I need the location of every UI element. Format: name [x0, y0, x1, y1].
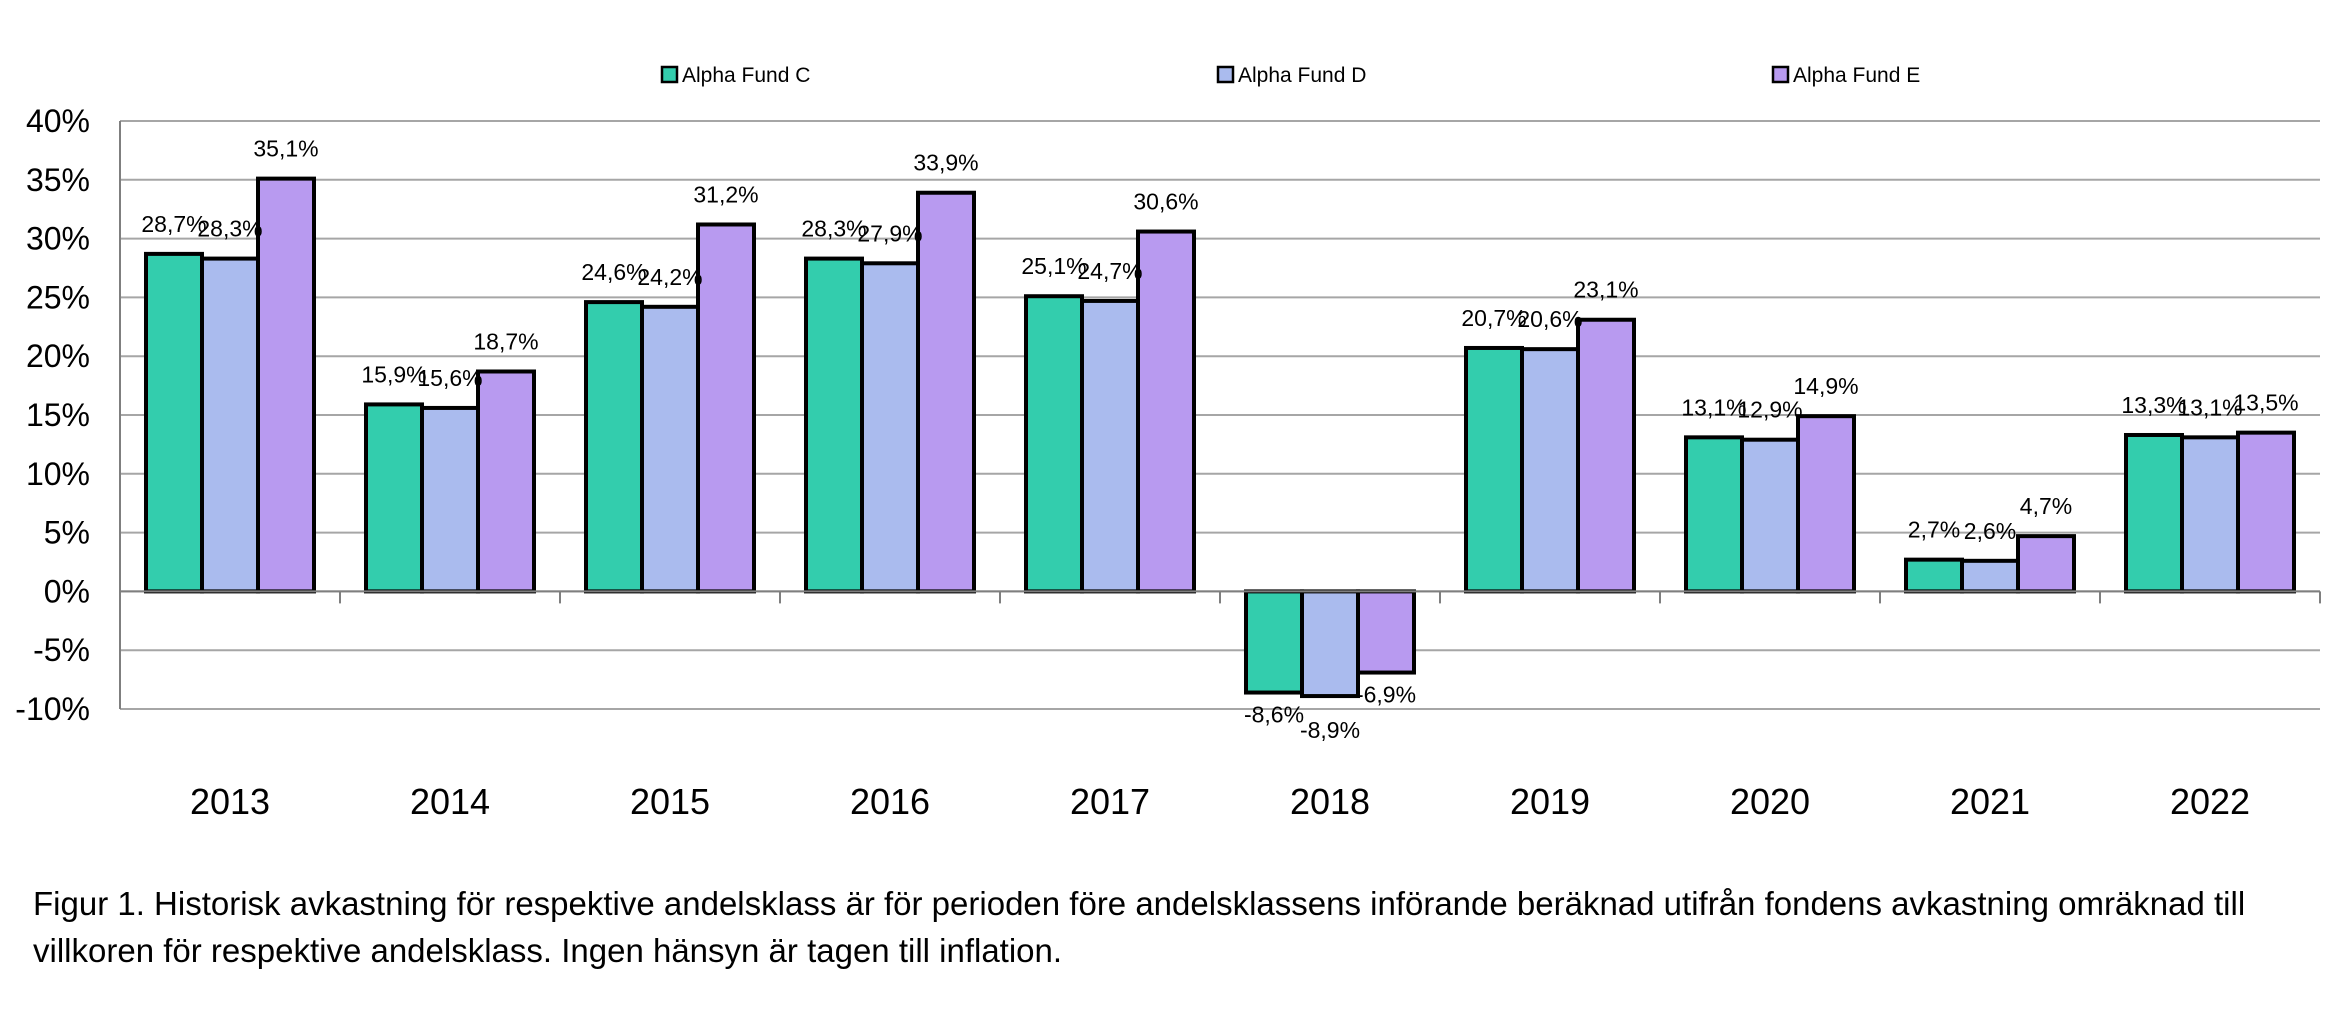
bar — [2016, 534, 2076, 594]
data-label: 33,9% — [913, 150, 978, 176]
bar — [804, 256, 864, 594]
bar — [584, 300, 644, 594]
x-tick-label: 2017 — [1070, 781, 1150, 820]
data-label: 28,3% — [801, 216, 866, 242]
legend-swatch — [1771, 65, 1790, 84]
y-tick-label: 20% — [26, 338, 90, 374]
data-label: 23,1% — [1573, 277, 1638, 303]
bar — [1576, 317, 1636, 594]
bar — [256, 176, 316, 594]
data-label: 13,5% — [2233, 390, 2298, 416]
data-label: 28,3% — [197, 216, 262, 242]
bar — [1136, 229, 1196, 594]
y-tick-label: 40% — [26, 103, 90, 139]
y-tick-label: -5% — [33, 632, 90, 668]
bar — [200, 256, 260, 594]
bar — [640, 304, 700, 594]
y-tick-label: -10% — [15, 691, 90, 727]
x-axis: 2013 2014 2015 2016 2017 2018 2019 2020 2021 2022 — [120, 590, 2321, 820]
x-tick-label: 2019 — [1510, 781, 1590, 820]
data-label: 31,2% — [693, 181, 758, 207]
bar — [1684, 435, 1744, 594]
x-tick-label: 2013 — [190, 781, 270, 820]
bar — [2124, 432, 2184, 594]
y-axis: -10% -5% 0% 5% 10% 15% 20% 25% 30% 35% 40% — [15, 103, 121, 727]
caption-line-2: villkoren för respektive andelsklass. In… — [33, 932, 1063, 969]
legend-label: Alpha Fund C — [682, 64, 810, 87]
data-label: 27,9% — [857, 220, 922, 246]
bar — [420, 405, 480, 594]
data-label: -8,6% — [1244, 702, 1304, 728]
data-label: 24,7% — [1077, 258, 1142, 284]
data-labels: 28,7%28,3%35,1%15,9%15,6%18,7%24,6%24,2%… — [141, 136, 2298, 743]
bar — [1080, 298, 1140, 594]
data-label: 28,7% — [141, 211, 206, 237]
caption-line-1: Figur 1. Historisk avkastning för respek… — [33, 885, 2246, 922]
data-label: 2,6% — [1964, 518, 2016, 544]
y-tick-label: 0% — [44, 573, 90, 609]
data-label: 20,6% — [1517, 306, 1582, 332]
x-tick-label: 2020 — [1730, 781, 1810, 820]
data-label: 24,6% — [581, 259, 646, 285]
legend-label: Alpha Fund D — [1238, 64, 1366, 87]
data-label: 25,1% — [1021, 253, 1086, 279]
data-label: 13,1% — [2177, 394, 2242, 420]
data-label: -8,9% — [1300, 717, 1360, 743]
bar — [1024, 294, 1084, 594]
bar — [860, 261, 920, 594]
bar — [696, 222, 756, 594]
x-tick-label: 2016 — [850, 781, 930, 820]
figure-caption: Figur 1. Historisk avkastning för respek… — [33, 880, 2303, 974]
y-tick-label: 5% — [44, 515, 90, 551]
data-label: -6,9% — [1356, 682, 1416, 708]
data-label: 4,7% — [2020, 493, 2072, 519]
bar — [364, 402, 424, 594]
data-label: 2,7% — [1908, 517, 1960, 543]
bar — [1796, 414, 1856, 594]
legend-swatch — [660, 65, 679, 84]
bar — [1960, 558, 2020, 594]
bar — [1244, 589, 1304, 695]
data-label: 35,1% — [253, 136, 318, 162]
bar — [1464, 345, 1524, 594]
y-tick-label: 15% — [26, 397, 90, 433]
bar — [2236, 430, 2296, 594]
x-tick-label: 2014 — [410, 781, 490, 820]
bar — [1904, 557, 1964, 594]
data-label: 15,6% — [417, 365, 482, 391]
bars — [144, 176, 2296, 699]
y-tick-label: 35% — [26, 162, 90, 198]
x-tick-label: 2018 — [1290, 781, 1370, 820]
x-tick-label: 2021 — [1950, 781, 2030, 820]
legend: Alpha Fund C Alpha Fund D Alpha Fund E — [660, 64, 1920, 87]
bar — [1300, 589, 1360, 699]
data-label: 24,2% — [637, 264, 702, 290]
y-tick-label: 10% — [26, 456, 90, 492]
data-label: 18,7% — [473, 328, 538, 354]
data-label: 30,6% — [1133, 189, 1198, 215]
x-tick-label: 2022 — [2170, 781, 2250, 820]
bar — [1356, 589, 1416, 675]
data-label: 13,3% — [2121, 392, 2186, 418]
data-label: 20,7% — [1461, 305, 1526, 331]
bar — [1740, 437, 1800, 594]
y-tick-label: 30% — [26, 221, 90, 257]
y-tick-label: 25% — [26, 279, 90, 315]
data-label: 12,9% — [1737, 397, 1802, 423]
bar-chart: Alpha Fund C Alpha Fund D Alpha Fund E -10… — [15, 64, 2321, 820]
data-label: 14,9% — [1793, 373, 1858, 399]
bar — [476, 369, 536, 594]
legend-swatch — [1216, 65, 1235, 84]
bar — [144, 251, 204, 594]
data-label: 15,9% — [361, 361, 426, 387]
bar — [2180, 435, 2240, 594]
bar — [916, 190, 976, 594]
bar — [1520, 347, 1580, 594]
x-tick-label: 2015 — [630, 781, 710, 820]
data-label: 13,1% — [1681, 394, 1746, 420]
legend-label: Alpha Fund E — [1793, 64, 1920, 87]
